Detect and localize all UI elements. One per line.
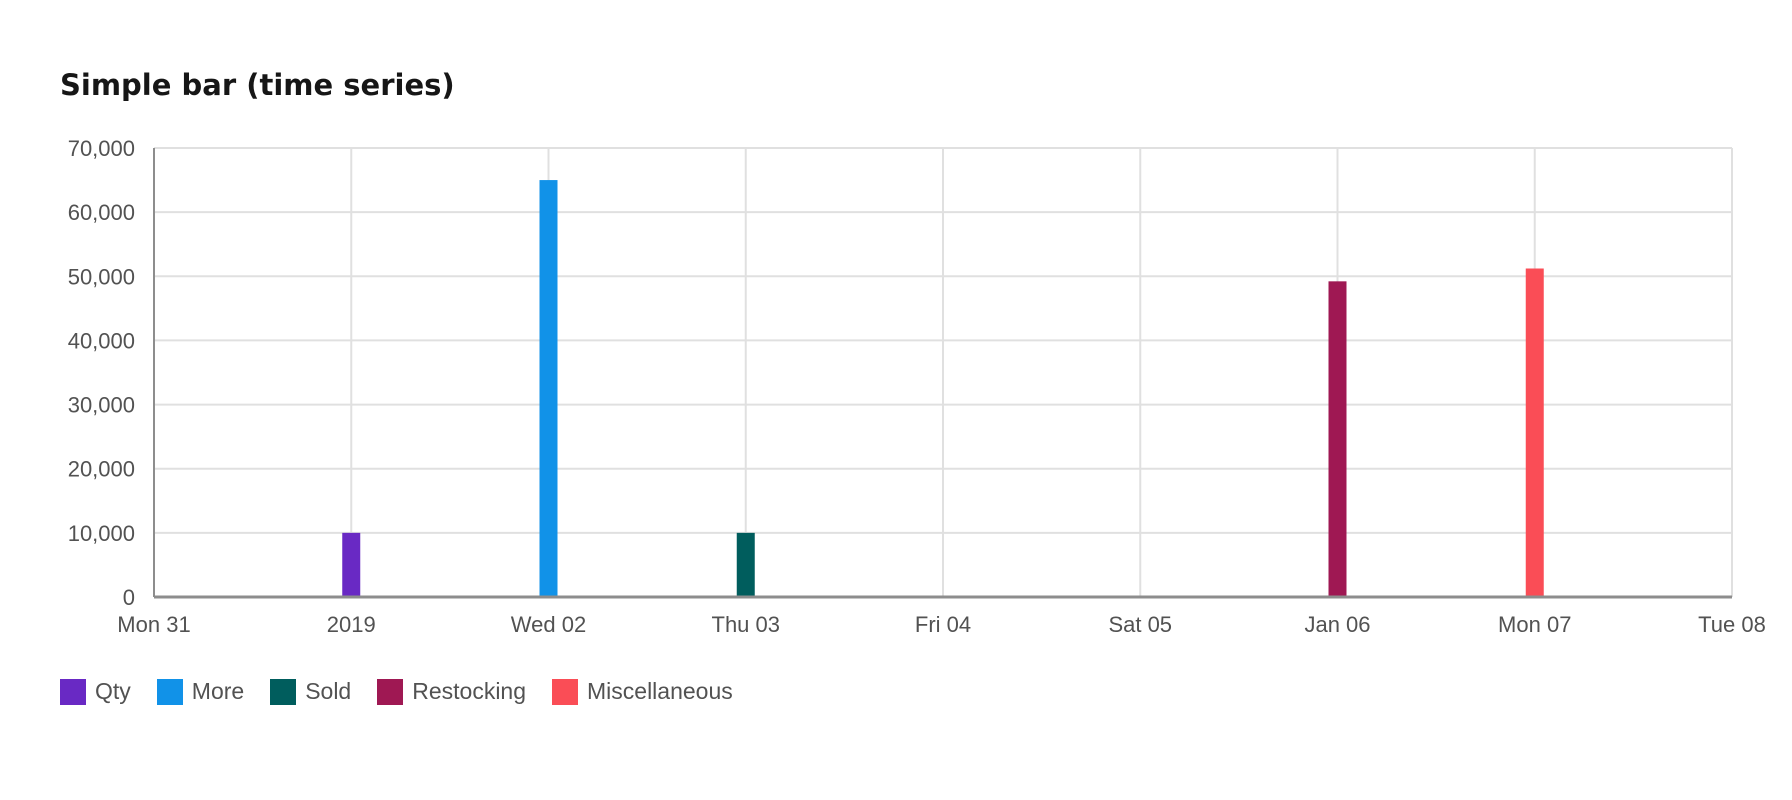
legend-swatch (552, 678, 579, 705)
y-tick-label: 30,000 (68, 393, 135, 418)
bar-more[interactable] (539, 180, 558, 598)
bar-layer (342, 180, 1544, 598)
x-tick-label: Thu 03 (712, 612, 781, 637)
axis-layer (153, 148, 1732, 599)
grid-layer (154, 147, 1733, 597)
y-tick-label: 20,000 (68, 457, 135, 482)
legend-swatch (377, 678, 404, 705)
x-tick-label: Jan 06 (1304, 612, 1370, 637)
legend-swatch (60, 678, 86, 705)
legend-label: Qty (95, 678, 131, 704)
bar-sold[interactable] (736, 532, 755, 597)
y-tick-label: 60,000 (68, 200, 135, 225)
legend-swatch (270, 678, 297, 705)
legend-label: Restocking (412, 678, 527, 704)
x-tick-label: Fri 04 (915, 612, 971, 637)
bar-miscellaneous[interactable] (1525, 268, 1544, 597)
x-tick-label: Tue 08 (1698, 612, 1766, 637)
legend-item-sold[interactable]: Sold (270, 678, 351, 705)
x-tick-label: Sat 05 (1108, 612, 1172, 637)
bar-restocking[interactable] (1328, 281, 1347, 597)
legend-label: Miscellaneous (587, 678, 733, 704)
legend-swatch (156, 678, 183, 705)
legend-item-more[interactable]: More (156, 678, 245, 705)
y-tick-label: 40,000 (68, 328, 135, 353)
legend-label: Sold (305, 678, 352, 704)
legend-item-miscellaneous[interactable]: Miscellaneous (552, 678, 733, 705)
legend-item-qty[interactable]: Qty (60, 678, 131, 705)
y-tick-label: 50,000 (68, 264, 135, 289)
y-tick-label: 70,000 (68, 136, 135, 161)
y-tick-label: 0 (123, 585, 135, 610)
chart-legend: Qty More Sold Restocking Miscellaneous (60, 678, 759, 705)
tick-label-layer: 0 10,000 20,000 30,000 40,000 50,000 60,000 70,… (68, 136, 1766, 637)
x-tick-label: Mon 07 (1498, 612, 1571, 637)
x-tick-label: 2019 (327, 612, 376, 637)
legend-label: More (191, 678, 245, 704)
bar-qty[interactable] (342, 532, 361, 597)
y-tick-label: 10,000 (68, 521, 135, 546)
x-tick-label: Wed 02 (511, 612, 586, 637)
chart-title: Simple bar (time series) (60, 68, 455, 102)
x-tick-label: Mon 31 (117, 612, 190, 637)
legend-item-restocking[interactable]: Restocking (377, 678, 526, 705)
